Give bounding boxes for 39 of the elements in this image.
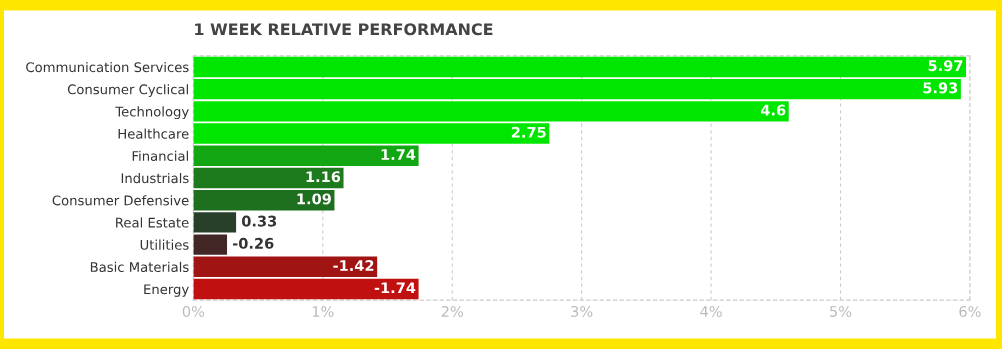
x-tick-label: 6% [959,305,981,317]
data-label: 1.74 [381,149,416,160]
data-label: -1.42 [333,260,374,271]
y-tick-label: Real Estate [116,217,189,228]
data-label: 2.75 [511,126,546,138]
y-tick-label: Communication Services [26,61,189,73]
data-label: 1.16 [306,171,341,183]
bar [193,189,335,211]
data-label: 1.09 [297,193,331,205]
data-label: -1.74 [374,282,416,294]
x-tick-label: 3% [571,305,593,317]
bar [193,256,378,278]
x-tick-label: 1% [312,305,334,317]
y-tick-label: Healthcare [118,128,189,139]
data-label: 4.6 [760,104,786,116]
x-tick-label: 2% [441,305,463,317]
y-tick-label: Technology [115,106,189,120]
y-tick-label: Industrials [121,172,189,184]
bar [193,78,961,100]
bar [193,212,237,233]
bar [193,278,419,300]
y-tick-label: Financial [132,150,188,161]
y-tick-label: Consumer Cyclical [67,84,188,97]
bar [193,167,344,189]
x-tick-label: 0% [182,305,205,317]
x-tick-label: 4% [700,305,722,317]
bar [193,234,228,255]
bar [193,56,967,78]
data-label: -0.26 [233,237,274,249]
chart-title: 1 WEEK RELATIVE PERFORMANCE [195,23,493,36]
x-tick-label: 5% [830,305,852,317]
data-label: 5.97 [928,60,963,72]
bar [193,145,419,166]
y-tick-label: Utilities [140,239,189,250]
y-tick-label: Basic Materials [90,261,189,273]
y-tick-label: Energy [144,284,189,297]
y-tick-label: Consumer Defensive [52,195,189,206]
data-label: 5.93 [923,82,958,94]
data-label: 0.33 [241,215,277,227]
